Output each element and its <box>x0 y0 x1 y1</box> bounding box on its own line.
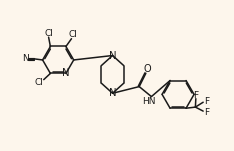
Text: F: F <box>204 97 209 106</box>
Text: Cl: Cl <box>34 78 43 87</box>
Text: O: O <box>143 64 151 74</box>
Text: HN: HN <box>142 96 156 106</box>
Text: N: N <box>109 51 116 61</box>
Text: F: F <box>204 108 209 117</box>
Text: N: N <box>109 88 116 98</box>
Text: N: N <box>62 68 70 78</box>
Text: F: F <box>193 91 198 100</box>
Text: Cl: Cl <box>44 29 53 38</box>
Text: Cl: Cl <box>68 30 77 39</box>
Text: N: N <box>22 54 29 63</box>
